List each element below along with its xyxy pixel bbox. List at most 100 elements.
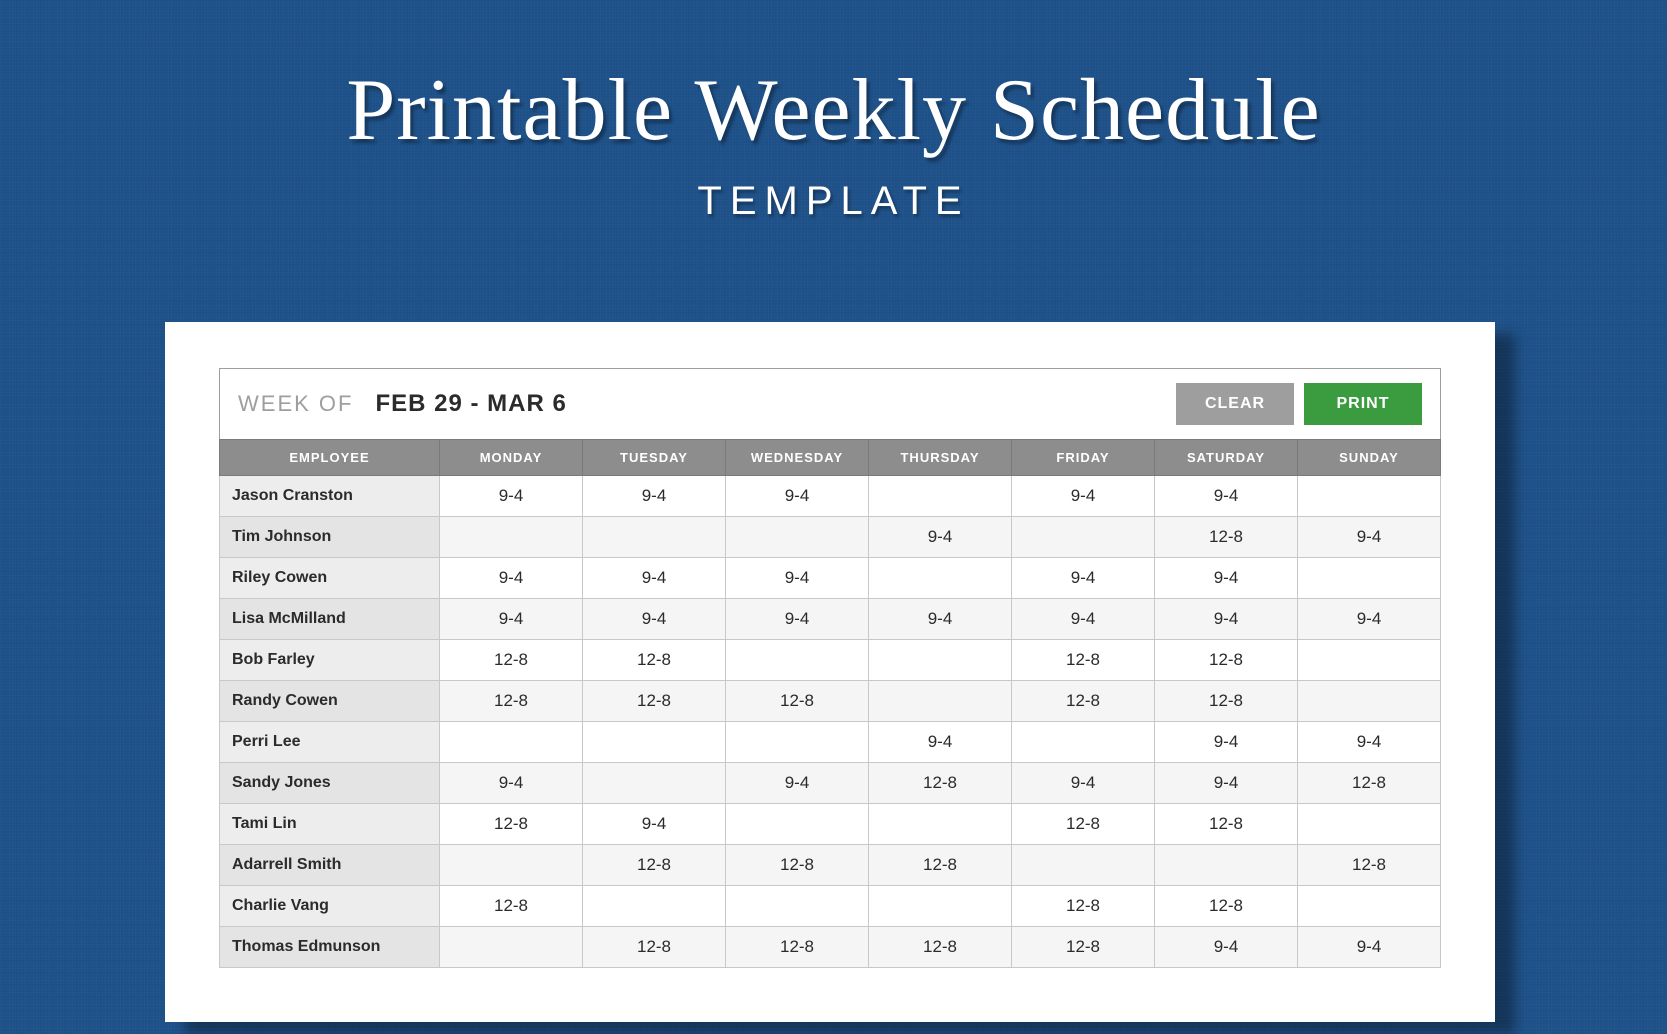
shift-cell[interactable] xyxy=(583,722,726,763)
shift-cell[interactable] xyxy=(583,886,726,927)
employee-name: Thomas Edmunson xyxy=(220,927,440,968)
shift-cell[interactable]: 12-8 xyxy=(440,886,583,927)
shift-cell[interactable]: 9-4 xyxy=(1012,599,1155,640)
shift-cell[interactable] xyxy=(1012,722,1155,763)
shift-cell[interactable] xyxy=(726,640,869,681)
shift-cell[interactable] xyxy=(1155,845,1298,886)
shift-cell[interactable]: 12-8 xyxy=(583,845,726,886)
schedule-sheet: WEEK OF FEB 29 - MAR 6 CLEAR PRINT EMPLO… xyxy=(165,322,1495,1022)
shift-cell[interactable]: 9-4 xyxy=(1298,927,1441,968)
shift-cell[interactable]: 9-4 xyxy=(1155,599,1298,640)
shift-cell[interactable]: 9-4 xyxy=(440,476,583,517)
shift-cell[interactable] xyxy=(1012,845,1155,886)
shift-cell[interactable]: 9-4 xyxy=(583,599,726,640)
shift-cell[interactable]: 9-4 xyxy=(583,804,726,845)
shift-cell[interactable]: 9-4 xyxy=(726,599,869,640)
shift-cell[interactable]: 9-4 xyxy=(1012,558,1155,599)
shift-cell[interactable]: 9-4 xyxy=(726,763,869,804)
col-sunday: SUNDAY xyxy=(1298,440,1441,476)
shift-cell[interactable]: 12-8 xyxy=(1155,517,1298,558)
col-monday: MONDAY xyxy=(440,440,583,476)
col-friday: FRIDAY xyxy=(1012,440,1155,476)
shift-cell[interactable] xyxy=(1298,558,1441,599)
shift-cell[interactable] xyxy=(869,804,1012,845)
shift-cell[interactable]: 9-4 xyxy=(1298,599,1441,640)
shift-cell[interactable] xyxy=(869,681,1012,722)
shift-cell[interactable] xyxy=(440,927,583,968)
shift-cell[interactable]: 12-8 xyxy=(1012,886,1155,927)
shift-cell[interactable] xyxy=(726,517,869,558)
shift-cell[interactable]: 12-8 xyxy=(440,640,583,681)
shift-cell[interactable] xyxy=(869,558,1012,599)
shift-cell[interactable] xyxy=(726,886,869,927)
shift-cell[interactable] xyxy=(1298,681,1441,722)
shift-cell[interactable]: 12-8 xyxy=(1012,804,1155,845)
shift-cell[interactable] xyxy=(1298,640,1441,681)
shift-cell[interactable] xyxy=(583,763,726,804)
shift-cell[interactable] xyxy=(726,804,869,845)
shift-cell[interactable]: 12-8 xyxy=(1012,927,1155,968)
shift-cell[interactable]: 9-4 xyxy=(1155,476,1298,517)
shift-cell[interactable]: 9-4 xyxy=(869,517,1012,558)
employee-name: Sandy Jones xyxy=(220,763,440,804)
shift-cell[interactable] xyxy=(440,722,583,763)
shift-cell[interactable] xyxy=(440,845,583,886)
table-head: EMPLOYEEMONDAYTUESDAYWEDNESDAYTHURSDAYFR… xyxy=(220,440,1441,476)
shift-cell[interactable]: 9-4 xyxy=(726,558,869,599)
shift-cell[interactable]: 9-4 xyxy=(869,599,1012,640)
shift-cell[interactable]: 12-8 xyxy=(583,681,726,722)
col-employee: EMPLOYEE xyxy=(220,440,440,476)
shift-cell[interactable]: 12-8 xyxy=(726,845,869,886)
shift-cell[interactable] xyxy=(583,517,726,558)
print-button[interactable]: PRINT xyxy=(1304,383,1422,425)
shift-cell[interactable] xyxy=(1298,886,1441,927)
shift-cell[interactable]: 12-8 xyxy=(1155,804,1298,845)
shift-cell[interactable]: 12-8 xyxy=(1155,640,1298,681)
shift-cell[interactable]: 12-8 xyxy=(869,763,1012,804)
shift-cell[interactable]: 9-4 xyxy=(1012,476,1155,517)
shift-cell[interactable]: 9-4 xyxy=(1155,763,1298,804)
shift-cell[interactable]: 12-8 xyxy=(726,681,869,722)
shift-cell[interactable]: 12-8 xyxy=(1012,681,1155,722)
shift-cell[interactable] xyxy=(869,886,1012,927)
shift-cell[interactable]: 12-8 xyxy=(869,927,1012,968)
shift-cell[interactable]: 9-4 xyxy=(440,599,583,640)
employee-name: Lisa McMilland xyxy=(220,599,440,640)
shift-cell[interactable]: 12-8 xyxy=(583,640,726,681)
shift-cell[interactable]: 9-4 xyxy=(869,722,1012,763)
shift-cell[interactable]: 9-4 xyxy=(440,558,583,599)
table-row: Tami Lin12-89-412-812-8 xyxy=(220,804,1441,845)
shift-cell[interactable]: 12-8 xyxy=(1298,763,1441,804)
shift-cell[interactable]: 9-4 xyxy=(1155,722,1298,763)
shift-cell[interactable]: 12-8 xyxy=(726,927,869,968)
toolbar: WEEK OF FEB 29 - MAR 6 CLEAR PRINT xyxy=(219,368,1441,439)
shift-cell[interactable]: 12-8 xyxy=(440,681,583,722)
toolbar-buttons: CLEAR PRINT xyxy=(1176,383,1422,425)
shift-cell[interactable] xyxy=(1298,476,1441,517)
shift-cell[interactable]: 9-4 xyxy=(1155,927,1298,968)
shift-cell[interactable]: 9-4 xyxy=(583,558,726,599)
shift-cell[interactable]: 12-8 xyxy=(1155,681,1298,722)
shift-cell[interactable] xyxy=(869,476,1012,517)
shift-cell[interactable]: 9-4 xyxy=(1155,558,1298,599)
shift-cell[interactable]: 9-4 xyxy=(1298,722,1441,763)
shift-cell[interactable] xyxy=(1298,804,1441,845)
shift-cell[interactable] xyxy=(869,640,1012,681)
shift-cell[interactable]: 9-4 xyxy=(1298,517,1441,558)
shift-cell[interactable]: 9-4 xyxy=(1012,763,1155,804)
hero: Printable Weekly Schedule TEMPLATE xyxy=(0,0,1667,224)
shift-cell[interactable]: 12-8 xyxy=(583,927,726,968)
clear-button[interactable]: CLEAR xyxy=(1176,383,1294,425)
table-row: Riley Cowen9-49-49-49-49-4 xyxy=(220,558,1441,599)
shift-cell[interactable]: 12-8 xyxy=(869,845,1012,886)
shift-cell[interactable] xyxy=(440,517,583,558)
shift-cell[interactable]: 9-4 xyxy=(726,476,869,517)
shift-cell[interactable]: 12-8 xyxy=(440,804,583,845)
shift-cell[interactable]: 12-8 xyxy=(1012,640,1155,681)
shift-cell[interactable]: 9-4 xyxy=(583,476,726,517)
shift-cell[interactable] xyxy=(726,722,869,763)
shift-cell[interactable]: 12-8 xyxy=(1155,886,1298,927)
shift-cell[interactable] xyxy=(1012,517,1155,558)
shift-cell[interactable]: 12-8 xyxy=(1298,845,1441,886)
shift-cell[interactable]: 9-4 xyxy=(440,763,583,804)
